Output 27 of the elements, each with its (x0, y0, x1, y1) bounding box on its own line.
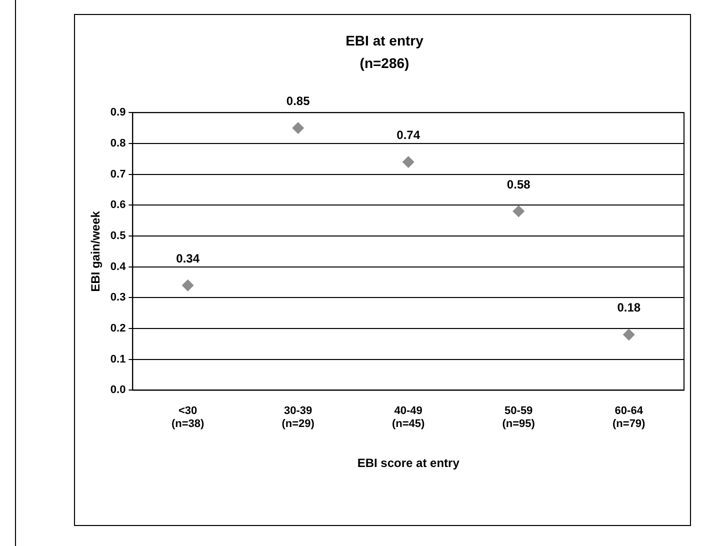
y-tick-label: 0.0 (110, 384, 126, 396)
data-label: 0.85 (286, 94, 310, 108)
point (622, 328, 635, 341)
data-label: 0.74 (396, 128, 420, 142)
data-label: 0.34 (176, 251, 200, 266)
y-tick-label: 0.8 (110, 137, 126, 150)
x-tick-label: 30-39 (n=29) (282, 404, 315, 430)
x-tick-label: 50-59 (n=95) (502, 404, 536, 430)
x-tick-label: 60-64 (n=79) (612, 404, 646, 430)
y-tick-label: 0.3 (110, 292, 126, 304)
x-tick-label: 40-49 (n=45) (392, 404, 426, 430)
y-tick-label: 0.2 (110, 322, 126, 335)
x-tick-label: <30 (n=38) (171, 404, 205, 430)
y-tick-label: 0.1 (110, 353, 126, 366)
y-tick-label: 0.7 (110, 168, 126, 180)
chart-title: EBI at entry (346, 32, 424, 48)
point (292, 122, 304, 134)
y-tick-label: 0.6 (110, 199, 126, 212)
point (182, 279, 194, 292)
y-axis-title: EBI gain/week (88, 210, 103, 292)
y-tick-label: 0.9 (110, 106, 126, 119)
data-label: 0.18 (617, 300, 641, 315)
data-label: 0.58 (506, 177, 531, 192)
point (512, 205, 525, 218)
point (402, 156, 414, 168)
y-tick-label: 0.5 (110, 230, 126, 242)
y-tick-label: 0.4 (110, 260, 127, 273)
